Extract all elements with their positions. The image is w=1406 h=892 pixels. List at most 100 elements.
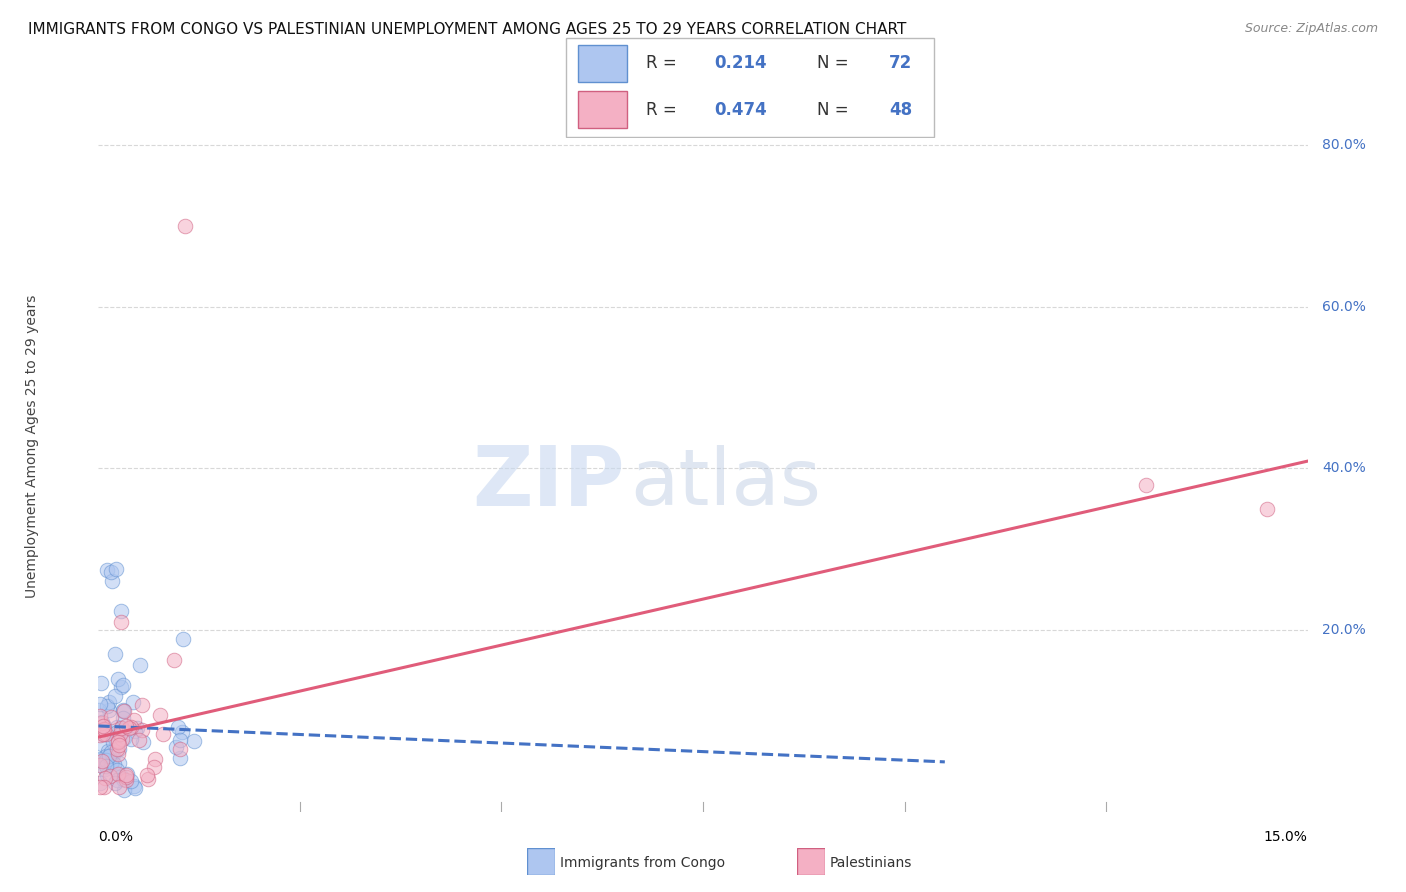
Text: 20.0%: 20.0% — [1322, 623, 1365, 637]
Point — [131, 698, 153, 712]
Point — [107, 747, 129, 761]
Point — [101, 735, 124, 749]
Point — [111, 722, 134, 736]
Point — [98, 749, 121, 764]
Point — [93, 722, 115, 736]
Text: 15.0%: 15.0% — [1264, 830, 1308, 844]
Point — [124, 781, 146, 796]
Point — [89, 753, 111, 767]
Point — [117, 721, 139, 735]
Point — [111, 731, 134, 746]
Point — [111, 772, 134, 786]
Point — [103, 775, 125, 789]
Point — [165, 739, 187, 754]
Point — [93, 780, 115, 794]
Point — [124, 723, 146, 738]
FancyBboxPatch shape — [578, 45, 627, 82]
Point — [169, 751, 191, 765]
Point — [110, 615, 132, 629]
Point — [110, 680, 132, 694]
Point — [108, 727, 131, 741]
Point — [91, 718, 114, 732]
Point — [183, 734, 205, 748]
Point — [97, 744, 120, 758]
Point — [110, 769, 132, 783]
Point — [115, 770, 138, 784]
Point — [104, 562, 127, 576]
Point — [91, 721, 114, 735]
Point — [107, 741, 129, 756]
Point — [107, 721, 129, 735]
Text: 60.0%: 60.0% — [1322, 300, 1367, 314]
Point — [89, 775, 111, 789]
Text: 48: 48 — [889, 101, 912, 119]
Point — [103, 689, 125, 703]
Point — [114, 731, 136, 745]
Point — [122, 713, 145, 727]
Point — [112, 783, 135, 797]
Text: 80.0%: 80.0% — [1322, 138, 1367, 152]
Point — [136, 772, 159, 787]
Point — [91, 737, 114, 751]
Point — [96, 768, 118, 782]
Point — [89, 703, 111, 717]
Text: Unemployment Among Ages 25 to 29 years: Unemployment Among Ages 25 to 29 years — [25, 294, 39, 598]
Point — [128, 733, 150, 747]
Point — [97, 695, 120, 709]
Point — [93, 772, 115, 786]
Point — [90, 715, 112, 730]
Point — [122, 779, 145, 793]
Point — [89, 697, 111, 711]
Point — [93, 727, 115, 741]
Point — [107, 738, 129, 752]
Point — [98, 769, 121, 783]
Point — [90, 676, 112, 690]
Text: R =: R = — [645, 101, 682, 119]
Point — [112, 705, 135, 719]
FancyBboxPatch shape — [578, 91, 627, 128]
Point — [143, 760, 166, 774]
Point — [108, 756, 131, 770]
Point — [100, 710, 122, 724]
Point — [128, 657, 150, 672]
Point — [90, 754, 112, 768]
Point — [107, 672, 129, 686]
Point — [122, 695, 145, 709]
Text: N =: N = — [817, 54, 853, 72]
Point — [105, 742, 128, 756]
Point — [90, 715, 112, 730]
Text: 40.0%: 40.0% — [1322, 461, 1365, 475]
Point — [93, 719, 115, 733]
Point — [111, 703, 134, 717]
Text: Palestinians: Palestinians — [830, 856, 912, 871]
Text: 0.214: 0.214 — [714, 54, 766, 72]
Point — [172, 724, 194, 739]
Point — [108, 780, 131, 794]
Point — [1135, 477, 1157, 491]
Point — [89, 709, 111, 723]
Point — [89, 780, 111, 794]
Point — [172, 632, 194, 647]
Text: Immigrants from Congo: Immigrants from Congo — [560, 856, 724, 871]
Point — [132, 735, 155, 749]
Point — [110, 604, 132, 618]
Point — [143, 752, 166, 766]
FancyBboxPatch shape — [567, 37, 935, 137]
Point — [115, 719, 138, 733]
Point — [100, 755, 122, 769]
Point — [120, 720, 142, 734]
Text: 0.474: 0.474 — [714, 101, 768, 119]
Point — [107, 735, 129, 749]
Point — [89, 752, 111, 766]
Text: IMMIGRANTS FROM CONGO VS PALESTINIAN UNEMPLOYMENT AMONG AGES 25 TO 29 YEARS CORR: IMMIGRANTS FROM CONGO VS PALESTINIAN UNE… — [28, 22, 907, 37]
Point — [91, 723, 114, 737]
Point — [111, 705, 134, 719]
Point — [105, 724, 128, 739]
Point — [120, 731, 142, 746]
Text: atlas: atlas — [630, 444, 821, 521]
Point — [100, 565, 122, 579]
Text: 0.0%: 0.0% — [98, 830, 134, 844]
Text: 72: 72 — [889, 54, 912, 72]
Point — [149, 708, 172, 723]
Point — [169, 741, 191, 756]
